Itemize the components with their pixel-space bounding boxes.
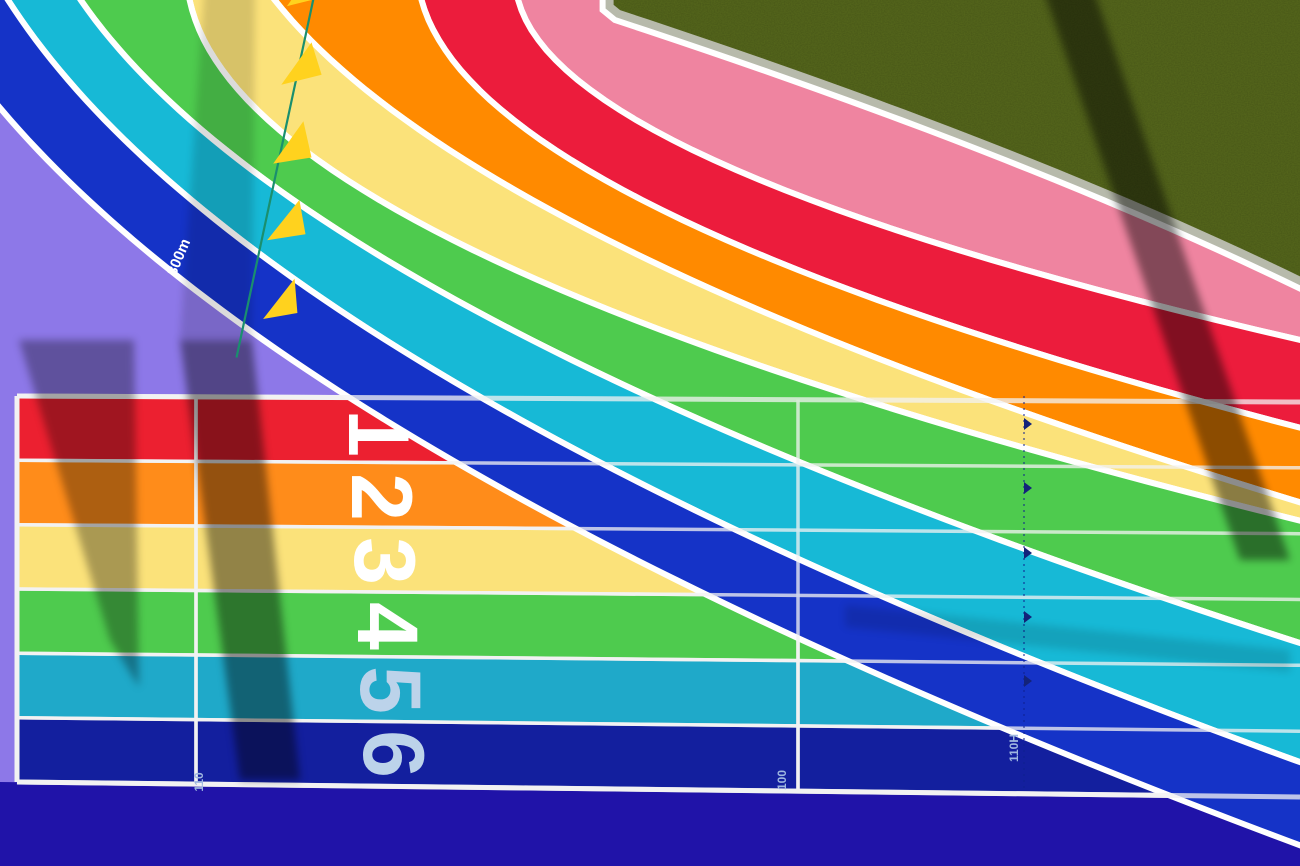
svg-text:110: 110 [192,772,206,792]
svg-text:4: 4 [339,602,435,650]
svg-text:100: 100 [775,770,789,790]
svg-text:6: 6 [345,730,441,778]
svg-text:110H: 110H [1007,734,1021,762]
svg-text:2: 2 [333,473,429,521]
svg-text:5: 5 [342,666,438,714]
svg-text:3: 3 [336,537,432,585]
